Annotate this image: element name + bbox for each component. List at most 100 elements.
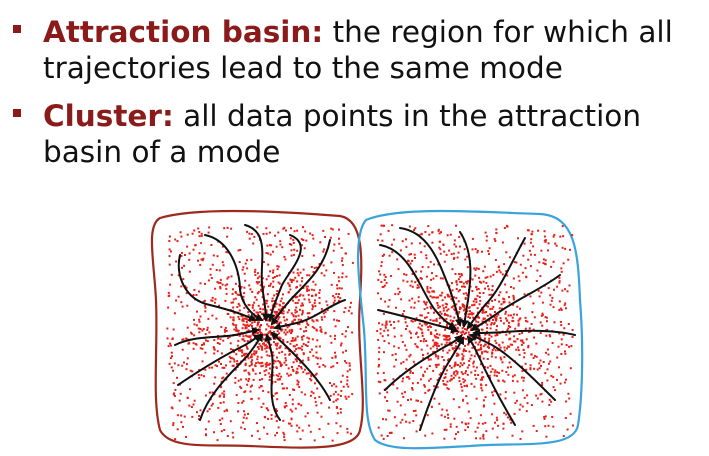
- data-point: [393, 327, 396, 330]
- data-point: [330, 227, 333, 230]
- data-point: [301, 311, 304, 314]
- data-point: [210, 277, 213, 279]
- data-point: [169, 283, 172, 286]
- data-point: [560, 270, 563, 273]
- data-point: [301, 302, 304, 305]
- data-point: [383, 279, 386, 281]
- data-point: [320, 307, 323, 310]
- data-point: [443, 338, 446, 341]
- data-point: [393, 365, 396, 368]
- data-point: [236, 363, 238, 365]
- data-point: [405, 358, 408, 361]
- data-point: [558, 276, 561, 279]
- data-point: [229, 360, 232, 363]
- data-point: [383, 273, 386, 276]
- data-point: [486, 323, 489, 326]
- data-point: [527, 346, 530, 349]
- data-point: [330, 341, 333, 344]
- data-point: [249, 338, 252, 341]
- data-point: [182, 425, 184, 428]
- data-point: [440, 372, 442, 375]
- data-point: [479, 348, 482, 351]
- data-point: [465, 331, 467, 334]
- data-point: [281, 312, 283, 315]
- data-point: [526, 320, 529, 323]
- data-point: [451, 282, 453, 285]
- data-point: [456, 283, 459, 286]
- data-point: [250, 258, 253, 261]
- data-point: [249, 356, 252, 359]
- data-point: [488, 334, 491, 336]
- data-point: [410, 280, 413, 283]
- data-point: [260, 345, 263, 348]
- data-point: [428, 379, 431, 382]
- data-point: [290, 249, 293, 252]
- data-point: [251, 306, 254, 309]
- data-point: [311, 234, 314, 237]
- data-point: [442, 359, 445, 362]
- data-point: [472, 360, 475, 363]
- data-point: [411, 297, 414, 300]
- data-point: [304, 415, 307, 418]
- data-point: [492, 305, 495, 308]
- data-point: [432, 290, 435, 293]
- data-point: [502, 422, 505, 425]
- data-point: [447, 295, 450, 298]
- data-point: [323, 274, 326, 277]
- data-point: [523, 293, 526, 296]
- data-point: [420, 348, 423, 351]
- data-point: [179, 392, 182, 395]
- data-point: [338, 237, 340, 240]
- data-point: [446, 413, 449, 416]
- data-point: [263, 317, 265, 320]
- data-point: [527, 258, 530, 261]
- trajectory-arrow: [466, 237, 526, 330]
- data-point: [297, 402, 300, 405]
- data-point: [262, 285, 265, 288]
- data-point: [294, 337, 297, 340]
- data-point: [275, 374, 278, 377]
- data-point: [515, 399, 518, 402]
- data-point: [535, 342, 538, 345]
- data-point: [351, 331, 354, 334]
- data-point: [180, 254, 183, 257]
- data-point: [544, 263, 547, 266]
- data-point: [426, 367, 429, 370]
- data-point: [180, 414, 183, 417]
- data-point: [346, 375, 349, 378]
- data-point: [500, 358, 503, 361]
- data-point: [254, 372, 257, 375]
- bullet-line-1: Cluster: all data points in the attracti…: [43, 96, 641, 136]
- data-point: [563, 304, 566, 307]
- data-point: [436, 378, 439, 381]
- data-point: [410, 306, 413, 309]
- data-point: [244, 353, 247, 356]
- data-point: [437, 363, 440, 366]
- data-point: [216, 342, 219, 344]
- trajectory-arrow: [399, 227, 463, 327]
- data-point: [325, 300, 328, 303]
- data-point: [469, 357, 472, 360]
- data-point: [263, 333, 266, 336]
- data-point: [258, 275, 261, 278]
- data-point: [219, 394, 222, 397]
- data-point: [481, 371, 484, 374]
- data-point: [564, 288, 566, 291]
- data-point: [219, 338, 222, 341]
- data-point: [395, 358, 397, 361]
- data-point: [446, 323, 448, 326]
- data-point: [496, 334, 499, 337]
- data-point: [466, 402, 469, 405]
- data-point: [404, 321, 407, 324]
- data-point: [296, 371, 299, 374]
- data-point: [275, 367, 278, 369]
- data-point: [237, 349, 240, 352]
- data-point: [302, 287, 305, 289]
- data-point: [310, 374, 313, 377]
- data-point: [308, 424, 311, 427]
- data-point: [211, 366, 214, 369]
- data-point: [481, 378, 484, 381]
- trajectory-arrow: [174, 327, 260, 346]
- data-point: [377, 278, 380, 281]
- data-point: [259, 328, 261, 331]
